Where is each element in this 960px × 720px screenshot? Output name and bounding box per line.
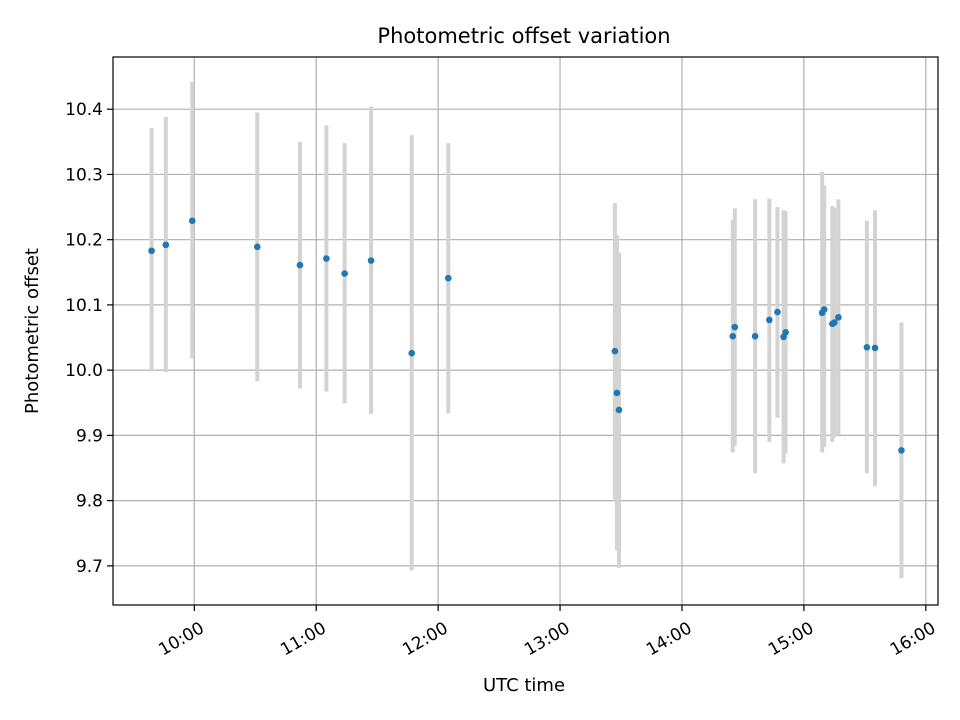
data-point [831,319,838,326]
plot-frame [112,56,939,606]
data-point [408,349,416,357]
data-point [729,332,737,340]
grid [113,57,938,605]
y-tick-label: 9.9 [76,426,103,446]
y-tick-label: 10.2 [65,231,103,251]
data-point [367,257,375,264]
data-point [148,247,155,255]
y-tick-label: 9.8 [76,492,103,512]
data-point [835,314,842,321]
y-tick-label: 10.4 [65,100,103,120]
data-point [766,316,773,324]
data-point [613,389,621,397]
x-axis-label: UTC time [483,675,565,696]
data-point [751,332,759,340]
data-point [731,323,739,331]
data-point [162,241,170,249]
data-point [774,308,781,316]
data-point [871,344,879,352]
data-point [188,217,196,225]
data-points [148,217,905,454]
y-axis-ticks: 9.7 9.8 9.9 10.0 10.1 10.2 10.3 10.4 [65,100,113,577]
y-tick-label: 9.7 [76,557,103,577]
data-point [782,329,789,336]
data-point [444,274,452,282]
chart-title: Photometric offset variation [377,24,670,48]
y-tick-label: 10.1 [65,296,103,316]
data-point [296,261,304,269]
data-point [615,406,623,414]
data-point [341,270,348,277]
y-axis-label: Photometric offset [22,248,43,414]
data-point [898,447,905,454]
data-point [820,306,828,313]
data-point [863,344,871,351]
data-point [611,347,619,355]
y-tick-label: 10.0 [65,361,103,381]
data-point [323,255,330,262]
data-point [253,243,261,251]
y-tick-label: 10.3 [65,165,103,185]
